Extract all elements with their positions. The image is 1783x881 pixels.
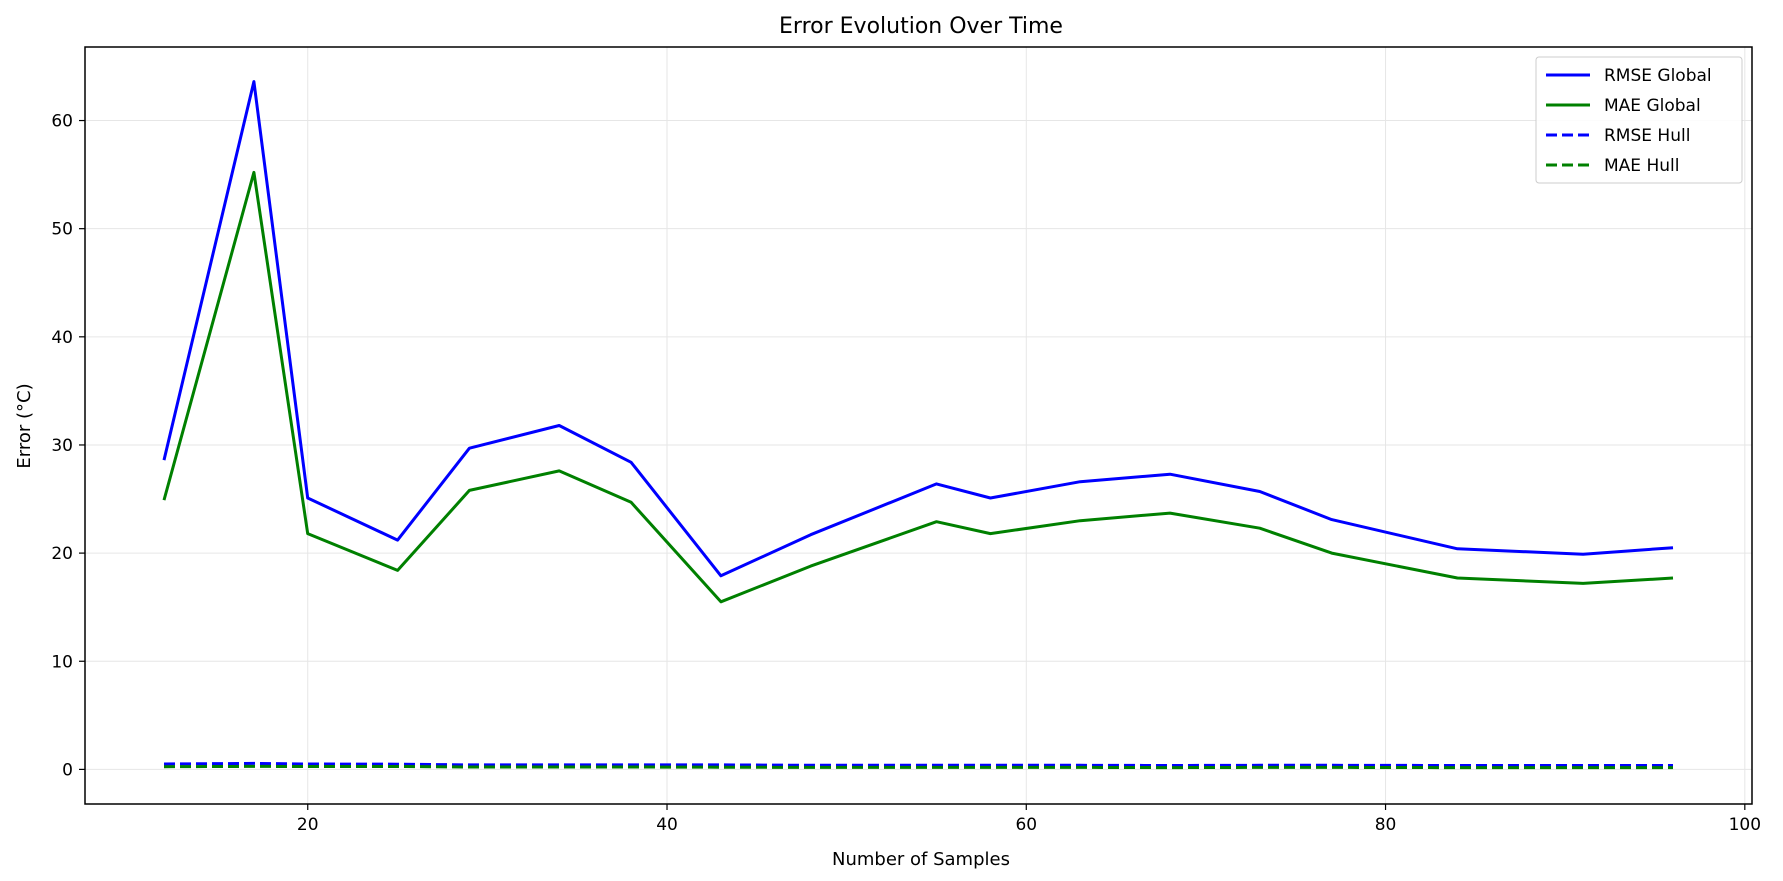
- plot-frame: [84, 46, 1753, 805]
- series-group: [162, 80, 1674, 770]
- legend-label: RMSE Hull: [1604, 126, 1690, 146]
- x-tick-label: 60: [1015, 815, 1037, 835]
- legend-label: MAE Global: [1604, 96, 1701, 116]
- y-tick-label: 30: [51, 436, 73, 456]
- grid: [85, 47, 1752, 804]
- y-tick-label: 60: [51, 112, 73, 132]
- x-axis: 20 40 60 80 100: [297, 804, 1761, 835]
- y-tick-label: 20: [51, 544, 73, 564]
- series-line-rmse-hull: [163, 761, 1673, 767]
- legend-label: RMSE Global: [1604, 66, 1712, 86]
- y-axis: 0 10 20 30 40 50 60: [51, 112, 85, 780]
- x-tick-label: 80: [1375, 815, 1397, 835]
- legend-label: MAE Hull: [1604, 156, 1679, 176]
- y-tick-label: 40: [51, 328, 73, 348]
- y-axis-label: Error (°C): [14, 383, 35, 468]
- legend-box: [1535, 56, 1743, 184]
- series-line-mae-global: [162, 170, 1674, 604]
- x-axis-label: Number of Samples: [832, 849, 1010, 870]
- x-tick-label: 20: [297, 815, 319, 835]
- y-tick-label: 50: [51, 220, 73, 240]
- y-tick-label: 10: [51, 652, 73, 672]
- series-line-mae-hull: [163, 764, 1673, 770]
- x-tick-label: 40: [656, 815, 678, 835]
- legend: RMSE Global MAE Global RMSE Hull MAE Hull: [1535, 56, 1743, 184]
- series-line-rmse-global: [162, 80, 1674, 578]
- x-tick-label: 100: [1729, 815, 1761, 835]
- chart-title: Error Evolution Over Time: [779, 14, 1063, 39]
- y-tick-label: 0: [62, 760, 73, 780]
